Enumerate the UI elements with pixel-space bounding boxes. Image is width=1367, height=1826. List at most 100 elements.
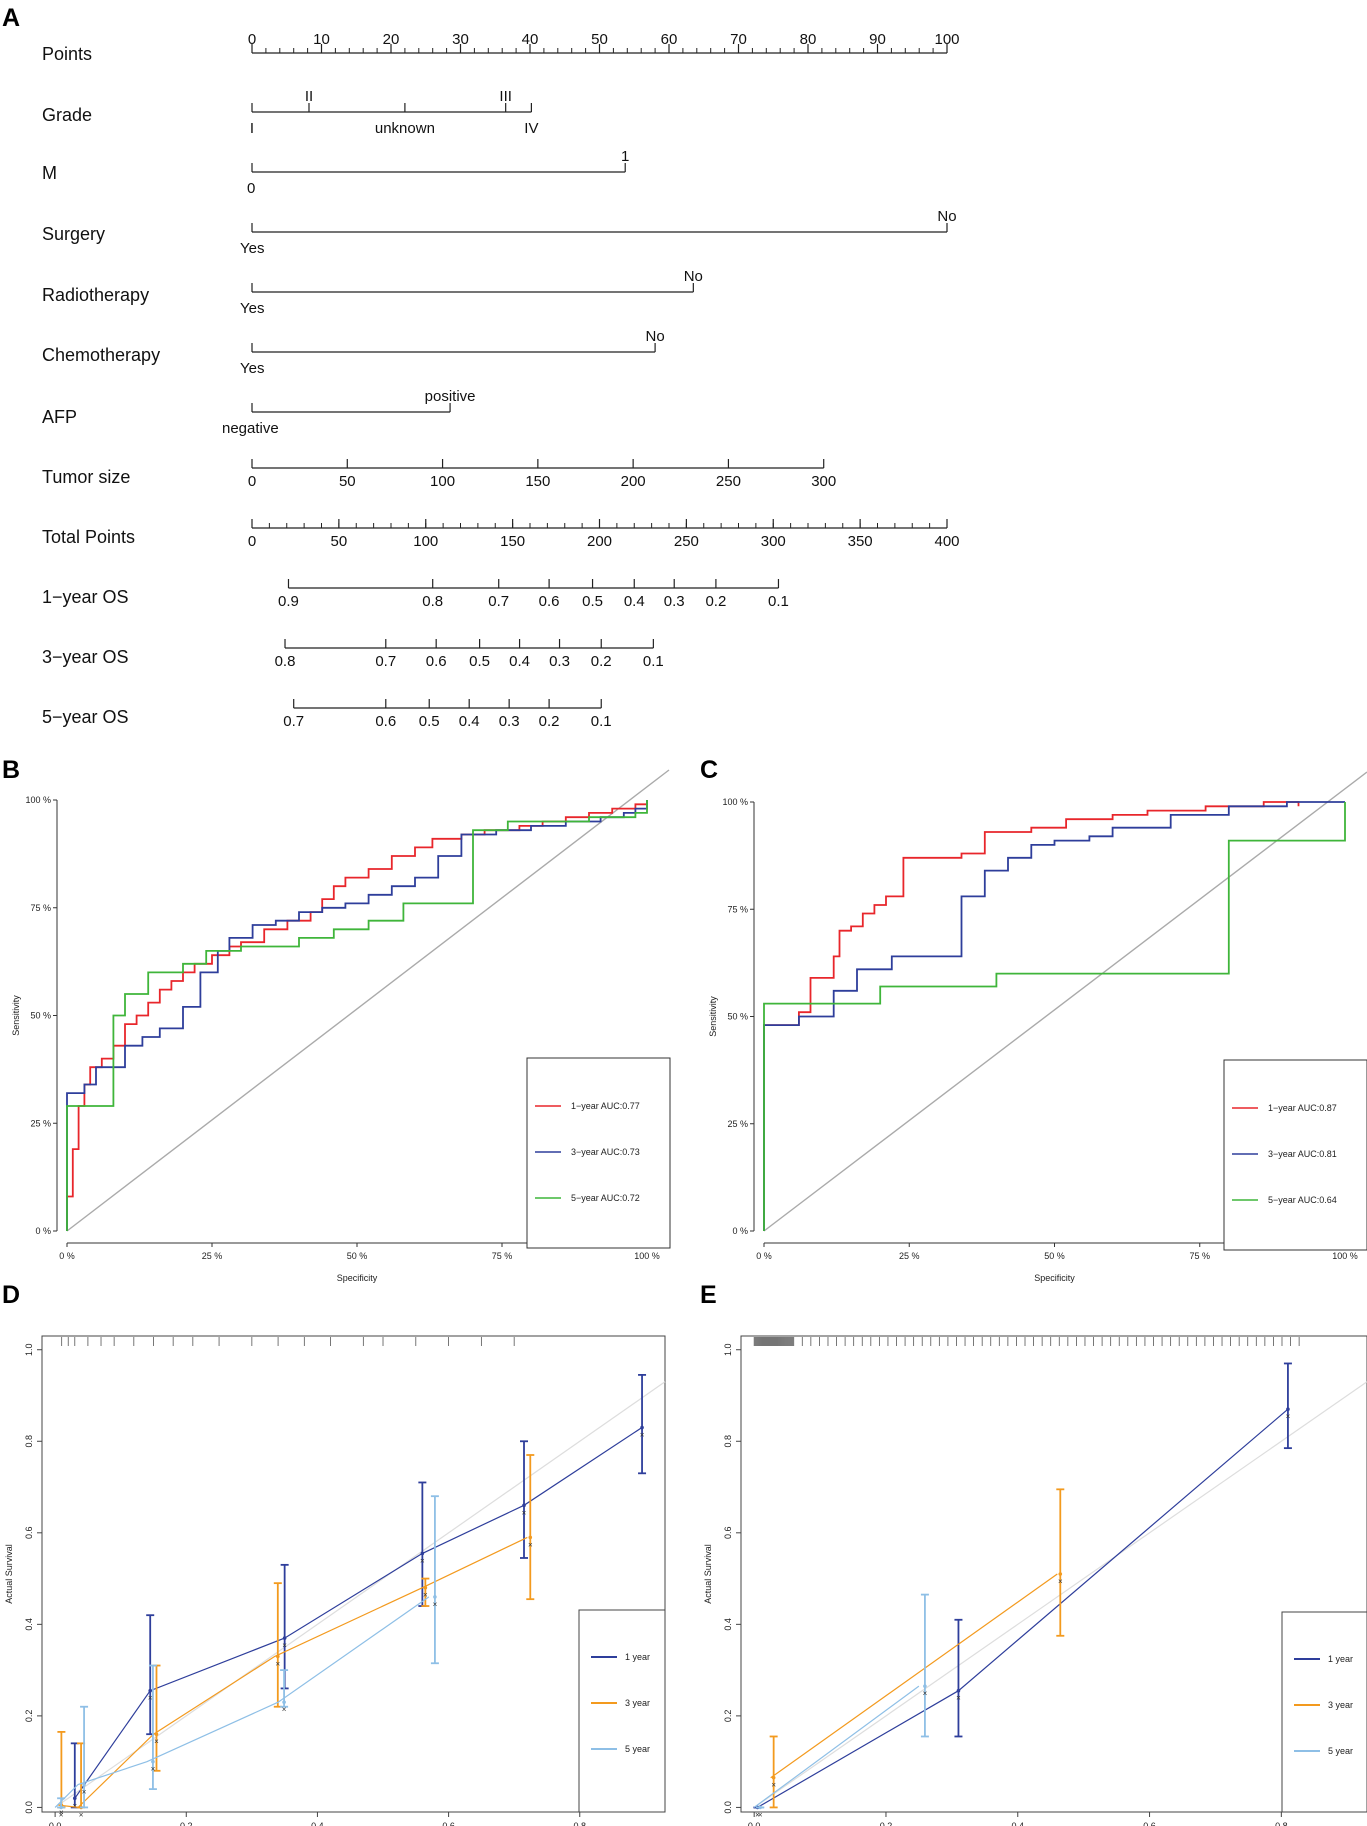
calibration-marker: × xyxy=(420,1556,425,1565)
y-axis-title: Actual Survival xyxy=(4,1544,14,1604)
roc-curve-1 xyxy=(763,801,1300,1231)
panel-letter-c: C xyxy=(700,756,718,784)
tick-label: 400 xyxy=(934,533,959,550)
y-tick-label: 100 % xyxy=(25,795,51,805)
legend-label: 5−year AUC:0.72 xyxy=(571,1193,640,1203)
calibration-marker: × xyxy=(522,1508,527,1517)
legend-label: 1 year xyxy=(1328,1654,1353,1664)
calibration-line-1 xyxy=(757,1408,1289,1808)
calibration-point xyxy=(420,1551,425,1556)
category-label: II xyxy=(305,88,313,105)
y-tick-label: 0.4 xyxy=(723,1618,733,1631)
row-label: Radiotherapy xyxy=(42,285,149,305)
tick-label: 250 xyxy=(716,473,741,490)
calibration-marker: × xyxy=(154,1737,159,1746)
row-label: 5−year OS xyxy=(42,707,129,727)
tick-label: 70 xyxy=(730,31,747,48)
panel-c-roc: 0 % 25 % 50 % 75 % 100 % 0 % 25 % 50 % 75 % 100 %… xyxy=(708,771,1367,1283)
category-label: No xyxy=(646,328,665,345)
prob-tick-label: 0.6 xyxy=(426,653,447,670)
ideal-line xyxy=(54,1381,666,1808)
x-tick-label: 100 % xyxy=(634,1251,660,1261)
prob-tick-label: 0.8 xyxy=(422,593,443,610)
calibration-marker: × xyxy=(423,1591,428,1600)
x-axis-title: Specificity xyxy=(1034,1273,1075,1283)
calibration-point xyxy=(758,1805,762,1810)
y-tick-label: 0.0 xyxy=(24,1801,34,1814)
calibration-marker: × xyxy=(79,1810,84,1819)
prob-tick-label: 0.1 xyxy=(643,653,664,670)
calibration-marker: × xyxy=(72,1801,77,1810)
y-axis-title: Sensitivity xyxy=(11,995,21,1036)
y-tick-label: 100 % xyxy=(722,797,748,807)
prob-tick-label: 0.7 xyxy=(375,653,396,670)
legend-label: 3−year AUC:0.81 xyxy=(1268,1149,1337,1159)
prob-tick-label: 0.1 xyxy=(591,713,612,730)
x-tick-label: 0.2 xyxy=(180,1821,193,1826)
tick-label: 50 xyxy=(331,533,348,550)
prob-tick-label: 0.2 xyxy=(591,653,612,670)
x-tick-label: 25 % xyxy=(202,1251,223,1261)
legend-label: 1−year AUC:0.87 xyxy=(1268,1103,1337,1113)
calibration-point xyxy=(640,1425,644,1430)
category-label: 0 xyxy=(247,180,255,197)
roc-curve-1 xyxy=(66,800,648,1231)
calibration-marker: × xyxy=(433,1600,438,1609)
legend-label: 3−year AUC:0.73 xyxy=(571,1147,640,1157)
calibration-point xyxy=(956,1688,961,1693)
tick-label: 50 xyxy=(339,473,356,490)
y-tick-label: 0.6 xyxy=(723,1527,733,1540)
tick-label: 200 xyxy=(587,533,612,550)
calibration-point xyxy=(923,1684,927,1688)
legend-box xyxy=(526,1057,671,1249)
calibration-marker: × xyxy=(82,1788,87,1797)
category-label: unknown xyxy=(375,120,435,137)
tick-label: 200 xyxy=(621,473,646,490)
calibration-marker: × xyxy=(640,1431,645,1440)
x-tick-label: 75 % xyxy=(1189,1251,1210,1261)
prob-tick-label: 0.3 xyxy=(549,653,570,670)
category-label: I xyxy=(250,120,254,137)
y-tick-label: 25 % xyxy=(30,1118,51,1128)
y-tick-label: 0.8 xyxy=(24,1435,34,1448)
category-label: IV xyxy=(524,120,538,137)
prob-tick-label: 0.6 xyxy=(539,593,560,610)
tick-label: 40 xyxy=(522,31,539,48)
y-tick-label: 50 % xyxy=(30,1011,51,1021)
prob-tick-label: 0.4 xyxy=(624,593,645,610)
tick-label: 0 xyxy=(248,533,256,550)
roc-curve-3 xyxy=(763,802,1346,1231)
y-axis-title: Sensitivity xyxy=(708,996,718,1037)
prob-tick-label: 0.3 xyxy=(664,593,685,610)
y-tick-label: 0.4 xyxy=(24,1618,34,1631)
category-label: negative xyxy=(222,420,279,437)
row-label: 3−year OS xyxy=(42,647,129,667)
tick-label: 0 xyxy=(248,473,256,490)
calibration-marker: × xyxy=(59,1810,64,1819)
panel-letter-d: D xyxy=(2,1281,20,1309)
tick-label: 150 xyxy=(500,533,525,550)
calibration-point xyxy=(148,1688,153,1693)
x-tick-label: 0 % xyxy=(59,1251,75,1261)
y-tick-label: 25 % xyxy=(727,1119,748,1129)
legend-label: 5−year AUC:0.64 xyxy=(1268,1195,1337,1205)
prob-tick-label: 0.4 xyxy=(459,713,480,730)
calibration-point xyxy=(59,1805,63,1810)
y-tick-label: 0.2 xyxy=(24,1710,34,1723)
y-tick-label: 0.8 xyxy=(723,1435,733,1448)
legend-label: 5 year xyxy=(625,1744,650,1754)
x-tick-label: 0.6 xyxy=(1143,1821,1156,1826)
row-label: Tumor size xyxy=(42,467,130,487)
x-tick-label: 0.6 xyxy=(442,1821,455,1826)
calibration-point xyxy=(276,1654,280,1659)
calibration-point xyxy=(423,1585,428,1590)
roc-curve-3 xyxy=(66,800,648,1231)
calibration-line-2 xyxy=(58,1536,528,1809)
x-axis-title: Specificity xyxy=(337,1273,378,1283)
panel-letter-a: A xyxy=(2,4,20,32)
legend-box xyxy=(1223,1059,1367,1251)
x-tick-label: 0.4 xyxy=(311,1821,324,1826)
tick-label: 10 xyxy=(313,31,330,48)
tick-label: 100 xyxy=(430,473,455,490)
